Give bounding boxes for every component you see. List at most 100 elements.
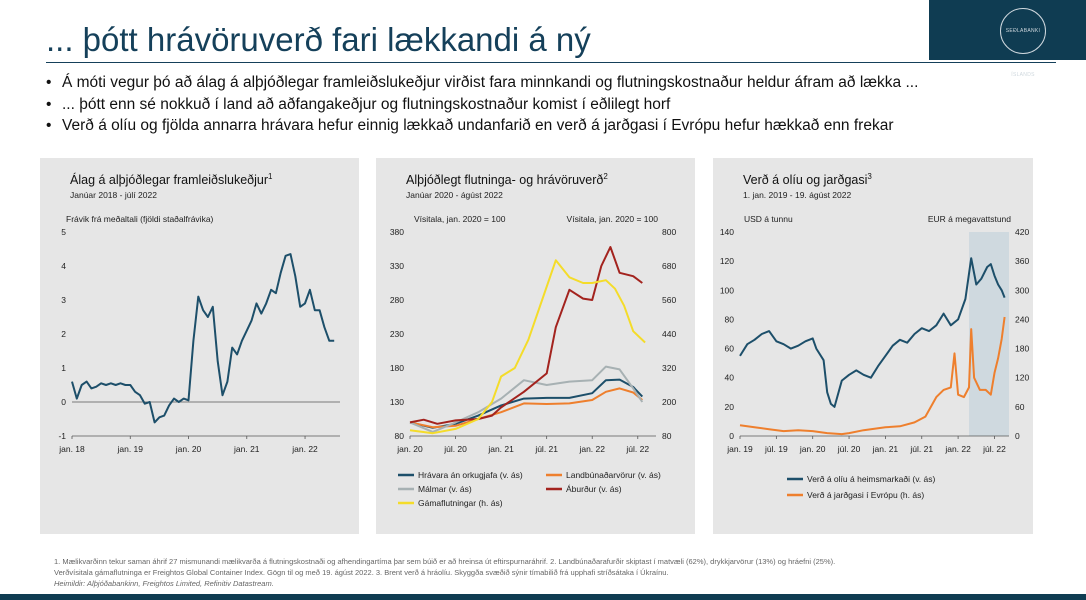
y-tick-label: 0 <box>729 431 734 441</box>
logo-text: SEÐLABANKI ÍSLANDS <box>1005 28 1041 78</box>
chart-panel-freight-commodities: Alþjóðlegt flutninga- og hrávöruverð2 Jan… <box>376 158 695 534</box>
y-tick-label: 80 <box>725 314 735 324</box>
bullet-item: Á móti vegur þó að álag á alþjóðlegar fr… <box>46 72 918 94</box>
x-tick-label: jan. 21 <box>233 444 260 454</box>
series-line <box>739 257 1006 408</box>
series-line <box>409 365 644 433</box>
legend-label: Hrávara án orkugjafa (v. ás) <box>418 470 523 480</box>
footer-bar <box>0 594 1086 600</box>
x-tick-label: júl. 19 <box>764 444 788 454</box>
y-tick-label-right: 360 <box>1015 256 1029 266</box>
chart-title: Álag á alþjóðlegar framleiðslukeðjur1 <box>70 172 273 187</box>
chart-title: Alþjóðlegt flutninga- og hrávöruverð2 <box>406 172 608 187</box>
bullet-item: ... þótt enn sé nokkuð í land að aðfanga… <box>46 94 918 116</box>
y-tick-label: 120 <box>720 256 734 266</box>
y-tick-label: 180 <box>390 363 404 373</box>
y-tick-label: 1 <box>61 363 66 373</box>
footnote-line: Verðvísitala gámaflutninga er Freightos … <box>54 568 669 577</box>
chart-title: Verð á olíu og jarðgasi3 <box>743 172 872 187</box>
chart-supply-chain-pressure: Álag á alþjóðlegar framleiðslukeðjur1 Jan… <box>58 172 340 454</box>
y-tick-label: 330 <box>390 261 404 271</box>
y-tick-label: 130 <box>390 397 404 407</box>
y-tick-label-right: 300 <box>1015 285 1029 295</box>
y-tick-label-right: 800 <box>662 227 676 237</box>
series-line <box>409 378 644 429</box>
chart-subtitle: Janúar 2020 - ágúst 2022 <box>406 190 503 200</box>
y-axis-label-right: Vísitala, jan. 2020 = 100 <box>567 214 659 224</box>
y-tick-label: 60 <box>725 344 735 354</box>
bullet-item: Verð á olíu og fjölda annarra hrávara he… <box>46 115 918 137</box>
series-line <box>739 316 1006 436</box>
x-tick-label: júl. 20 <box>443 444 467 454</box>
y-tick-label: 140 <box>720 227 734 237</box>
y-tick-label: 3 <box>61 295 66 305</box>
y-tick-label-right: 440 <box>662 329 676 339</box>
x-tick-label: jan. 20 <box>175 444 202 454</box>
y-tick-label-right: 60 <box>1015 402 1025 412</box>
x-tick-label: júl. 21 <box>909 444 933 454</box>
chart-panel-oil-gas: Verð á olíu og jarðgasi3 1. jan. 2019 - 1… <box>713 158 1033 534</box>
title-divider <box>46 62 1056 63</box>
y-tick-label: 20 <box>725 402 735 412</box>
y-tick-label-right: 420 <box>1015 227 1029 237</box>
x-tick-label: jan. 21 <box>487 444 514 454</box>
series-line <box>409 387 643 429</box>
chart-oil-gas-prices: Verð á olíu og jarðgasi3 1. jan. 2019 - 1… <box>720 172 1030 500</box>
y-tick-label-right: 120 <box>1015 373 1029 383</box>
legend-label: Verð á olíu á heimsmarkaði (v. ás) <box>807 474 936 484</box>
chart-panel-supply-chain: Álag á alþjóðlegar framleiðslukeðjur1 Jan… <box>40 158 359 534</box>
y-tick-label-right: 320 <box>662 363 676 373</box>
y-tick-label: 230 <box>390 329 404 339</box>
x-tick-label: júl. 20 <box>837 444 861 454</box>
x-tick-label: júl. 22 <box>625 444 649 454</box>
y-tick-label: 40 <box>725 373 735 383</box>
x-tick-label: jan. 22 <box>291 444 318 454</box>
y-tick-label: -1 <box>58 431 66 441</box>
chart-freight-commodity-prices: Alþjóðlegt flutninga- og hrávöruverð2 Jan… <box>390 172 677 508</box>
x-tick-label: jan. 20 <box>396 444 423 454</box>
slide-title: ... þótt hrávöruverð fari lækkandi á ný <box>46 21 591 58</box>
y-axis-label-left: Vísitala, jan. 2020 = 100 <box>414 214 506 224</box>
legend-label: Áburður (v. ás) <box>566 484 622 494</box>
x-tick-label: jan. 21 <box>872 444 899 454</box>
x-tick-label: jan. 20 <box>799 444 826 454</box>
central-bank-logo: SEÐLABANKI ÍSLANDS <box>1000 8 1046 78</box>
y-tick-label: 2 <box>61 329 66 339</box>
y-tick-label-right: 180 <box>1015 344 1029 354</box>
y-axis-label-left: USD á tunnu <box>744 214 793 224</box>
y-axis-label: Frávik frá meðaltali (fjöldi staðalfrávi… <box>66 214 214 224</box>
y-tick-label-right: 560 <box>662 295 676 305</box>
footnotes: 1. Mælikvarðinn tekur saman áhrif 27 mis… <box>54 556 1064 589</box>
series-line <box>409 246 643 425</box>
y-axis-label-right: EUR á megavattstund <box>928 214 1011 224</box>
x-tick-label: jan. 22 <box>578 444 605 454</box>
chart-subtitle: 1. jan. 2019 - 19. ágúst 2022 <box>743 190 851 200</box>
chart-subtitle: Janúar 2018 - júlí 2022 <box>70 190 157 200</box>
x-tick-label: jan. 19 <box>116 444 143 454</box>
y-tick-label: 100 <box>720 285 734 295</box>
y-tick-label-right: 80 <box>662 431 672 441</box>
x-tick-label: jan. 18 <box>58 444 85 454</box>
series-line <box>409 259 646 435</box>
bullet-list: Á móti vegur þó að álag á alþjóðlegar fr… <box>46 72 918 137</box>
y-tick-label: 4 <box>61 261 66 271</box>
y-tick-label-right: 240 <box>1015 314 1029 324</box>
footnote-line: 1. Mælikvarðinn tekur saman áhrif 27 mis… <box>54 557 836 566</box>
legend-label: Verð á jarðgasi í Evrópu (h. ás) <box>807 490 924 500</box>
y-tick-label: 280 <box>390 295 404 305</box>
y-tick-label-right: 0 <box>1015 431 1020 441</box>
y-tick-label-right: 200 <box>662 397 676 407</box>
legend-label: Gámaflutningar (h. ás) <box>418 498 503 508</box>
legend-label: Málmar (v. ás) <box>418 484 472 494</box>
y-tick-label: 380 <box>390 227 404 237</box>
y-tick-label-right: 680 <box>662 261 676 271</box>
y-tick-label: 0 <box>61 397 66 407</box>
legend-label: Landbúnaðarvörur (v. ás) <box>566 470 661 480</box>
x-tick-label: júl. 21 <box>534 444 558 454</box>
x-tick-label: júl. 22 <box>982 444 1006 454</box>
footnote-sources: Heimildir: Alþjóðabankinn, Freightos Lim… <box>54 579 274 588</box>
y-tick-label: 80 <box>395 431 405 441</box>
y-tick-label: 5 <box>61 227 66 237</box>
x-tick-label: jan. 19 <box>726 444 753 454</box>
x-tick-label: jan. 22 <box>944 444 971 454</box>
